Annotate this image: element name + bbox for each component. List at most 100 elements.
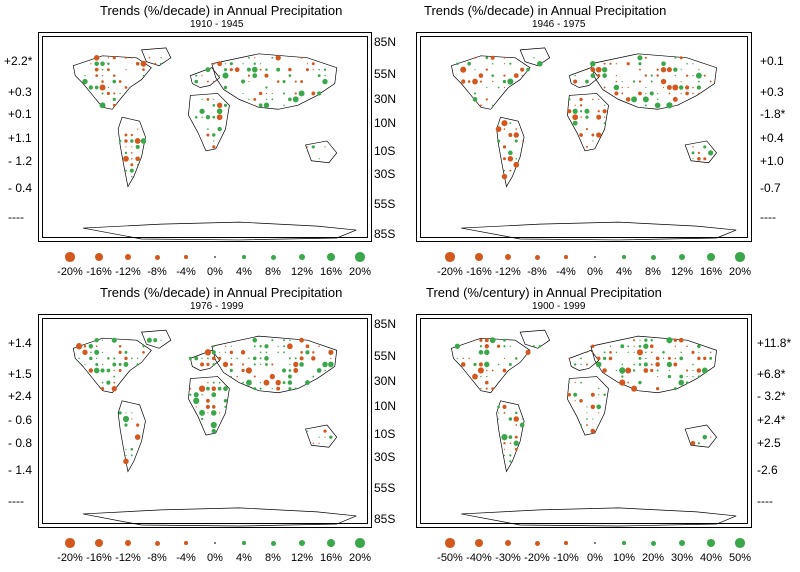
trend-marker	[507, 78, 514, 85]
trend-value: +0.3	[760, 85, 784, 99]
trend-marker	[568, 98, 571, 101]
trend-marker	[201, 393, 203, 396]
trend-marker	[211, 350, 216, 355]
trend-marker	[486, 369, 488, 372]
trend-marker	[136, 357, 139, 360]
trend-marker	[330, 357, 332, 360]
trend-marker	[288, 369, 292, 372]
legend-label: 4%	[616, 266, 632, 278]
trend-marker	[312, 69, 314, 71]
trend-marker	[300, 56, 303, 59]
trend-marker	[224, 405, 227, 409]
trend-marker	[685, 381, 689, 384]
trend-marker	[674, 357, 677, 360]
trend-marker	[130, 133, 133, 137]
trend-marker	[101, 74, 104, 77]
trend-marker	[123, 458, 129, 465]
trend-marker	[193, 397, 200, 405]
legend-marker	[124, 253, 132, 261]
trend-marker	[101, 351, 104, 353]
legend-marker	[707, 539, 715, 547]
trend-marker	[100, 387, 105, 391]
latitude-label: 85N	[374, 35, 397, 49]
trend-marker	[666, 337, 673, 344]
trend-marker	[253, 345, 256, 348]
trend-marker	[603, 351, 606, 354]
legend-marker	[65, 252, 75, 262]
trend-marker	[312, 442, 315, 444]
trend-value: - 0.6	[8, 413, 33, 427]
trend-marker	[573, 79, 578, 84]
trend-marker	[223, 68, 228, 72]
trend-marker	[514, 435, 518, 439]
trend-marker	[259, 351, 262, 354]
trend-marker	[601, 66, 608, 73]
trend-marker	[627, 351, 629, 353]
trend-marker	[260, 63, 262, 65]
trend-marker	[271, 363, 274, 366]
trend-value: - 1.2	[8, 154, 33, 168]
trend-marker	[292, 96, 299, 103]
trend-marker	[124, 139, 128, 143]
trend-marker	[484, 344, 489, 349]
trend-marker	[460, 66, 467, 73]
trend-marker	[567, 392, 572, 397]
trend-marker	[140, 138, 147, 144]
trend-marker	[260, 381, 262, 384]
trend-marker	[698, 80, 700, 83]
trend-marker	[642, 96, 649, 103]
trend-marker	[122, 415, 129, 423]
trend-marker	[692, 86, 694, 89]
trend-marker	[247, 74, 250, 77]
trend-marker	[573, 392, 578, 397]
trend-marker	[502, 368, 507, 373]
trend-marker	[130, 454, 133, 457]
trend-marker	[645, 357, 647, 360]
trend-marker	[692, 158, 694, 160]
trend-marker	[189, 393, 192, 396]
trend-marker	[638, 80, 642, 83]
trend-marker	[283, 339, 285, 342]
trend-marker	[602, 73, 607, 78]
coastline	[568, 67, 600, 88]
trend-marker	[260, 363, 262, 366]
legend-marker	[270, 540, 276, 546]
trend-marker	[111, 385, 117, 392]
legend-item: 20%	[340, 538, 380, 564]
trend-marker	[472, 78, 478, 85]
trend-marker	[644, 104, 647, 107]
trend-marker	[253, 375, 256, 378]
legend-label: -16%	[86, 266, 112, 278]
legend-label: -4%	[176, 266, 196, 278]
trend-marker	[521, 140, 523, 142]
trend-marker	[625, 97, 631, 102]
trend-marker	[650, 338, 653, 342]
legend-item: 0%	[575, 252, 615, 278]
trend-marker	[656, 68, 659, 71]
trend-marker	[503, 128, 506, 130]
trend-marker	[685, 85, 690, 90]
trend-marker	[229, 68, 233, 72]
coastline	[461, 507, 737, 527]
trend-marker	[213, 98, 215, 100]
trend-marker	[685, 91, 689, 96]
trend-marker	[525, 349, 531, 355]
trend-marker	[263, 379, 270, 386]
trend-marker	[223, 103, 228, 107]
trend-marker	[94, 338, 99, 343]
trend-marker	[206, 98, 210, 101]
trend-marker	[253, 387, 257, 391]
trend-marker	[497, 418, 500, 420]
trend-marker	[294, 80, 297, 83]
trend-marker	[258, 91, 263, 96]
trend-marker	[638, 356, 642, 360]
trend-marker	[580, 381, 582, 384]
legend-item: -16%	[79, 252, 119, 278]
trend-marker	[667, 374, 672, 379]
trend-marker	[597, 74, 601, 78]
trend-marker	[619, 367, 626, 374]
trend-marker	[195, 74, 198, 77]
trend-marker	[533, 57, 535, 59]
trend-marker	[495, 126, 502, 132]
trend-marker	[509, 62, 512, 65]
